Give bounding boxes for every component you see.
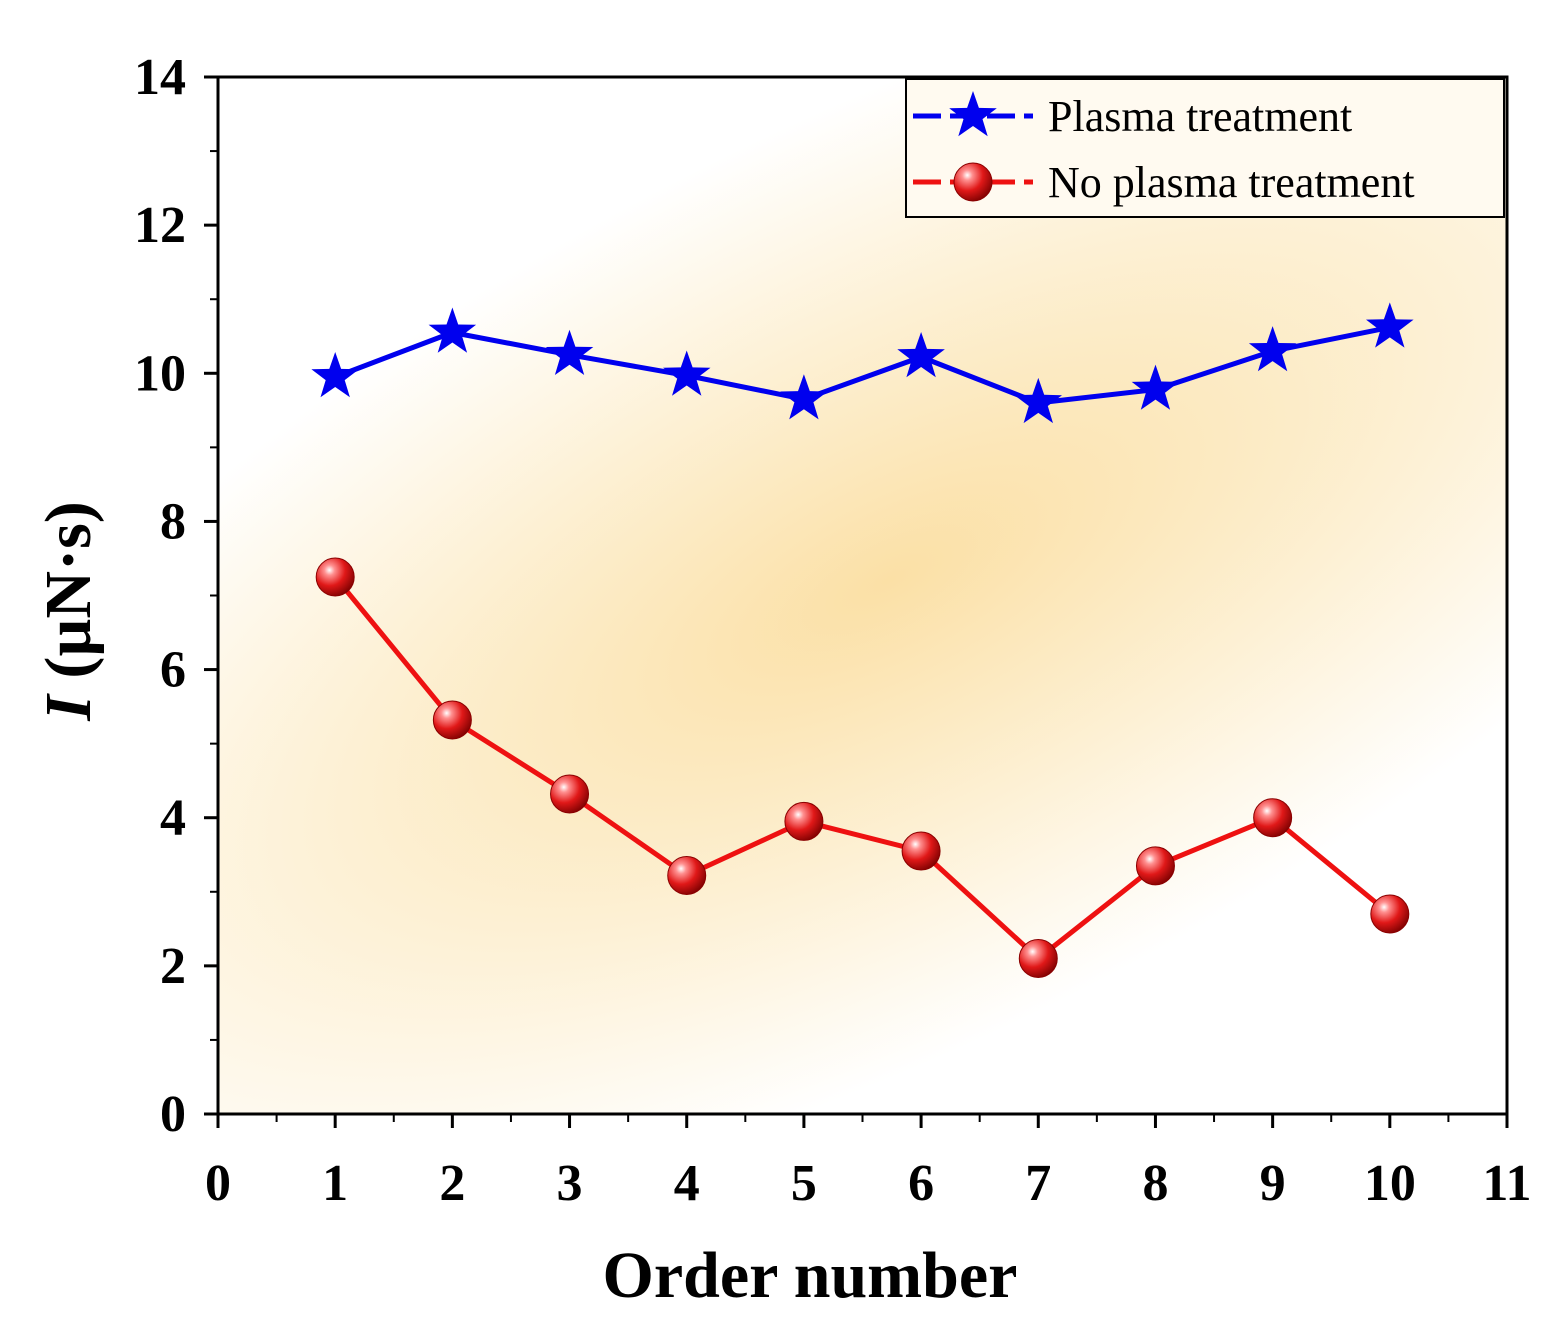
x-axis-title: Order number <box>603 1239 1018 1312</box>
x-tick-label: 1 <box>322 1155 348 1212</box>
data-point-series-1 <box>667 855 707 895</box>
data-point-series-0 <box>780 374 828 420</box>
legend: Plasma treatment No plasma treatment <box>905 78 1505 218</box>
data-point-series-0 <box>1248 326 1297 372</box>
plot-area-background <box>218 77 1507 1114</box>
data-point-series-0 <box>1366 302 1414 348</box>
legend-marker-no-plasma-sphere <box>953 162 993 202</box>
y-tick-label: 14 <box>134 49 186 106</box>
y-tick-label: 0 <box>160 1086 186 1143</box>
y-axis-title-unit: (µN·s) <box>32 501 105 695</box>
x-tick-label: 7 <box>1025 1155 1051 1212</box>
x-tick-label: 9 <box>1260 1155 1286 1212</box>
series-line-1 <box>333 575 1392 961</box>
y-tick-label: 12 <box>134 197 186 254</box>
x-tick-label: 4 <box>674 1155 700 1212</box>
data-point-series-1 <box>901 831 941 871</box>
y-axis-title-symbol: I <box>32 693 105 722</box>
data-point-series-1 <box>784 801 824 841</box>
data-point-series-0 <box>311 352 359 398</box>
y-tick-label: 8 <box>160 493 186 550</box>
data-point-series-1 <box>1018 938 1058 978</box>
data-point-series-0 <box>663 350 711 396</box>
legend-marker-plasma-star <box>949 91 997 137</box>
data-point-series-1 <box>1135 846 1175 886</box>
data-point-series-0 <box>1014 377 1062 424</box>
y-tick-label: 2 <box>160 938 186 995</box>
data-point-series-0 <box>1131 364 1180 410</box>
x-tick-label: 6 <box>908 1155 934 1212</box>
data-point-series-0 <box>428 307 477 353</box>
x-tick-label: 2 <box>439 1155 465 1212</box>
legend-label-no-plasma: No plasma treatment <box>1048 158 1415 207</box>
series-line-0 <box>334 324 1391 406</box>
plot-area-frame <box>216 75 1509 1116</box>
y-tick-label: 4 <box>160 790 186 847</box>
legend-label-plasma: Plasma treatment <box>1048 92 1352 141</box>
y-tick-label: 10 <box>134 345 186 402</box>
x-tick-label: 11 <box>1482 1155 1531 1212</box>
x-tick-label: 5 <box>791 1155 817 1212</box>
data-point-series-1 <box>1253 798 1293 838</box>
x-tick-label: 0 <box>205 1155 231 1212</box>
x-tick-label: 8 <box>1142 1155 1168 1212</box>
y-tick-label: 6 <box>160 642 186 699</box>
data-point-series-1 <box>432 700 472 740</box>
x-tick-label: 3 <box>557 1155 583 1212</box>
data-point-series-1 <box>550 774 590 814</box>
data-point-series-1 <box>315 557 355 597</box>
data-point-series-1 <box>1370 894 1410 934</box>
data-point-series-0 <box>545 329 594 375</box>
y-axis-title: I (µN·s) <box>32 501 105 722</box>
series-layer <box>311 302 1414 978</box>
legend-box <box>905 78 1505 218</box>
x-tick-label: 10 <box>1364 1155 1416 1212</box>
data-point-series-0 <box>897 332 945 378</box>
legend-marker-shape <box>949 91 997 137</box>
legend-marker-shape <box>953 162 993 202</box>
